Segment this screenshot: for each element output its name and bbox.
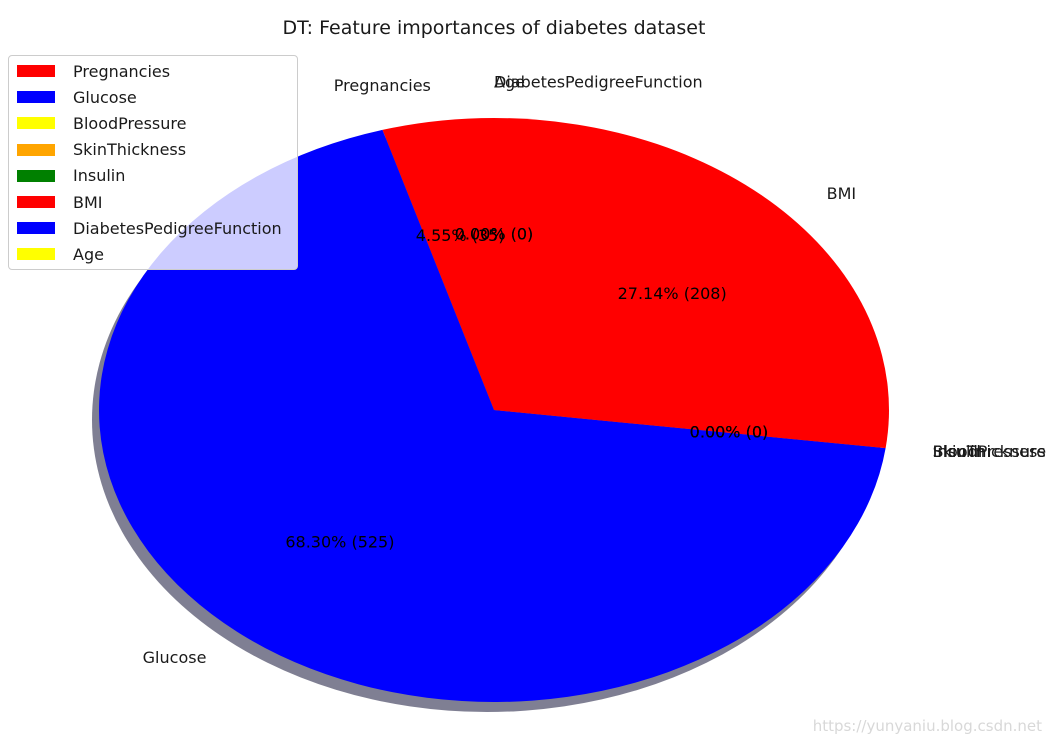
slice-label-diabetespedigreefunction: DiabetesPedigreeFunction xyxy=(494,72,703,91)
slice-percent-bloodpressure: 0.00% (0) xyxy=(690,422,769,441)
legend-item-bloodpressure: BloodPressure xyxy=(17,113,186,133)
slice-label-skinthickness: SkinThickness xyxy=(933,442,1046,461)
slice-label-bloodpressure: BloodPressure xyxy=(933,442,1046,461)
legend-label: BloodPressure xyxy=(73,113,187,133)
legend-swatch xyxy=(17,65,55,77)
legend-label: Insulin xyxy=(73,166,126,186)
legend-item-diabetespedigreefunction: DiabetesPedigreeFunction xyxy=(17,218,282,238)
legend-item-skinthickness: SkinThickness xyxy=(17,140,186,160)
chart-title: DT: Feature importances of diabetes data… xyxy=(282,17,706,39)
slice-percent-skinthickness: 0.00% (0) xyxy=(690,422,769,441)
slice-label-age: Age xyxy=(494,72,525,91)
legend-item-age: Age xyxy=(17,244,104,264)
legend-swatch xyxy=(17,91,55,104)
pie-slice-pregnancies xyxy=(382,118,494,410)
legend-label: SkinThickness xyxy=(73,140,187,160)
legend-swatch xyxy=(17,248,55,261)
legend-swatch xyxy=(17,117,55,130)
slice-percent-pregnancies: 4.55% (35) xyxy=(416,226,505,245)
slice-label-glucose: Glucose xyxy=(143,648,207,667)
legend-item-pregnancies: Pregnancies xyxy=(17,61,170,81)
legend-item-glucose: Glucose xyxy=(17,87,137,107)
legend-label: DiabetesPedigreeFunction xyxy=(73,218,282,238)
slice-percent-glucose: 68.30% (525) xyxy=(285,533,394,552)
chart-legend: Pregnancies Glucose BloodPressure SkinThick… xyxy=(8,55,298,270)
legend-swatch xyxy=(17,196,55,208)
legend-item-insulin: Insulin xyxy=(17,166,125,186)
legend-swatch xyxy=(17,169,55,182)
slice-percent-diabetespedigreefunction: 0.00% (0) xyxy=(455,224,534,243)
slice-percent-insulin: 0.00% (0) xyxy=(690,422,769,441)
slice-label-insulin: Insulin xyxy=(933,442,985,461)
slice-percent-age: 0.00% (0) xyxy=(455,224,534,243)
pie-slice-glucose xyxy=(99,129,886,703)
watermark: https://yunyaniu.blog.csdn.net xyxy=(812,717,1042,735)
legend-label: Glucose xyxy=(73,87,137,107)
legend-swatch xyxy=(17,222,55,235)
slice-label-pregnancies: Pregnancies xyxy=(334,76,431,95)
legend-swatch xyxy=(17,143,55,156)
pie-slice-bmi xyxy=(494,118,889,449)
slice-percent-bmi: 27.14% (208) xyxy=(618,284,727,303)
legend-label: Pregnancies xyxy=(73,61,171,81)
legend-label: Age xyxy=(73,244,104,264)
legend-item-bmi: BMI xyxy=(17,192,103,212)
legend-label: BMI xyxy=(73,192,103,212)
slice-label-bmi: BMI xyxy=(827,184,857,203)
